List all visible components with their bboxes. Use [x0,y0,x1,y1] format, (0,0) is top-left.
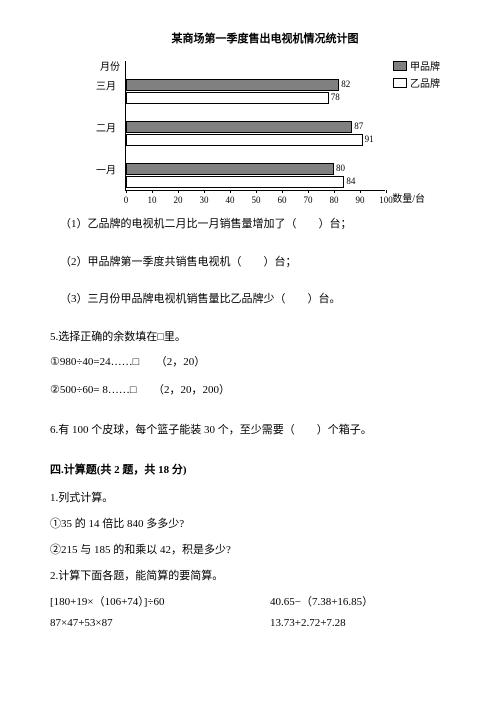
legend-box-yi [393,78,407,88]
question-3: （3）三月份甲品牌电视机销售量比乙品牌少（ ）台。 [60,291,450,309]
section-4-title: 四.计算题(共 2 题，共 18 分) [50,461,450,477]
s4q1-item2: ②215 与 185 的和乘以 42，积是多少? [50,541,450,557]
question-5: 5.选择正确的余数填在□里。 ①980÷40=24……□ （2，20） ②500… [50,329,450,400]
legend-item-yi: 乙品牌 [393,75,440,90]
month-label: 一月 [96,162,116,177]
question-1: （1）乙品牌的电视机二月比一月销售量增加了（ ）台； [60,216,450,234]
s4q2-r1-right: 40.65−（7.38+16.85） [270,593,373,609]
chart-title: 某商场第一季度售出电视机情况统计图 [80,30,450,46]
x-tick: 20 [174,195,183,205]
x-tick: 40 [226,195,235,205]
question-2: （2）甲品牌第一季度共销售电视机（ ）台； [60,254,450,272]
s4q1-title: 1.列式计算。 [50,489,450,505]
bar-value: 78 [331,92,340,102]
month-label: 三月 [96,78,116,93]
x-tick: 90 [356,195,365,205]
s4q2-title: 2.计算下面各题，能简算的要简算。 [50,567,450,583]
bar-yi: 78 [126,92,329,104]
bar-value: 80 [336,163,345,173]
s4q2-r2-left: 87×47+53×87 [50,617,250,629]
s4q2-r2-right: 13.73+2.72+7.28 [270,617,346,629]
legend-label-yi: 乙品牌 [410,75,440,90]
q5-title: 5.选择正确的余数填在□里。 [50,329,450,347]
q5-item1: ①980÷40=24……□ （2，20） [50,354,450,372]
chart-legend: 甲品牌 乙品牌 [393,58,440,92]
bar-value: 87 [354,121,363,131]
legend-label-jia: 甲品牌 [410,58,440,73]
section4-q2: 2.计算下面各题，能简算的要简算。 [180+19×（106+74）]÷60 4… [50,567,450,629]
x-tick: 60 [278,195,287,205]
x-tick: 0 [124,195,129,205]
bar-yi: 91 [126,134,363,146]
section4-q1: 1.列式计算。 ①35 的 14 倍比 840 多多少? ②215 与 185 … [50,489,450,557]
bar-value: 91 [365,134,374,144]
x-tick: 50 [252,195,261,205]
bar-yi: 84 [126,176,344,188]
chart-body: 数量/台 三月8278二月8791一月808401020304050607080… [125,61,385,191]
bar-value: 84 [346,176,355,186]
bar-jia: 80 [126,163,334,175]
s4q2-row1: [180+19×（106+74）]÷60 40.65−（7.38+16.85） [50,593,450,609]
s4q2-r1-left: [180+19×（106+74）]÷60 [50,593,250,609]
bar-jia: 87 [126,121,352,133]
y-axis-label: 月份 [100,58,120,73]
bar-value: 82 [341,79,350,89]
s4q2-row2: 87×47+53×87 13.73+2.72+7.28 [50,617,450,629]
legend-box-jia [393,61,407,71]
x-axis-label: 数量/台 [392,190,425,205]
chart-container: 某商场第一季度售出电视机情况统计图 月份 甲品牌 乙品牌 数量/台 三月8278… [80,30,450,191]
month-label: 二月 [96,120,116,135]
x-tick: 80 [330,195,339,205]
q5-item2: ②500÷60= 8……□ （2，20，200） [50,382,450,400]
legend-item-jia: 甲品牌 [393,58,440,73]
bar-jia: 82 [126,79,339,91]
chart-area: 月份 甲品牌 乙品牌 数量/台 三月8278二月8791一月8084010203… [80,61,450,191]
question-6: 6.有 100 个皮球，每个篮子能装 30 个，至少需要（ ）个箱子。 [50,422,450,440]
x-tick: 70 [304,195,313,205]
x-tick: 10 [148,195,157,205]
s4q1-item1: ①35 的 14 倍比 840 多多少? [50,515,450,531]
x-tick: 100 [379,195,393,205]
x-tick: 30 [200,195,209,205]
